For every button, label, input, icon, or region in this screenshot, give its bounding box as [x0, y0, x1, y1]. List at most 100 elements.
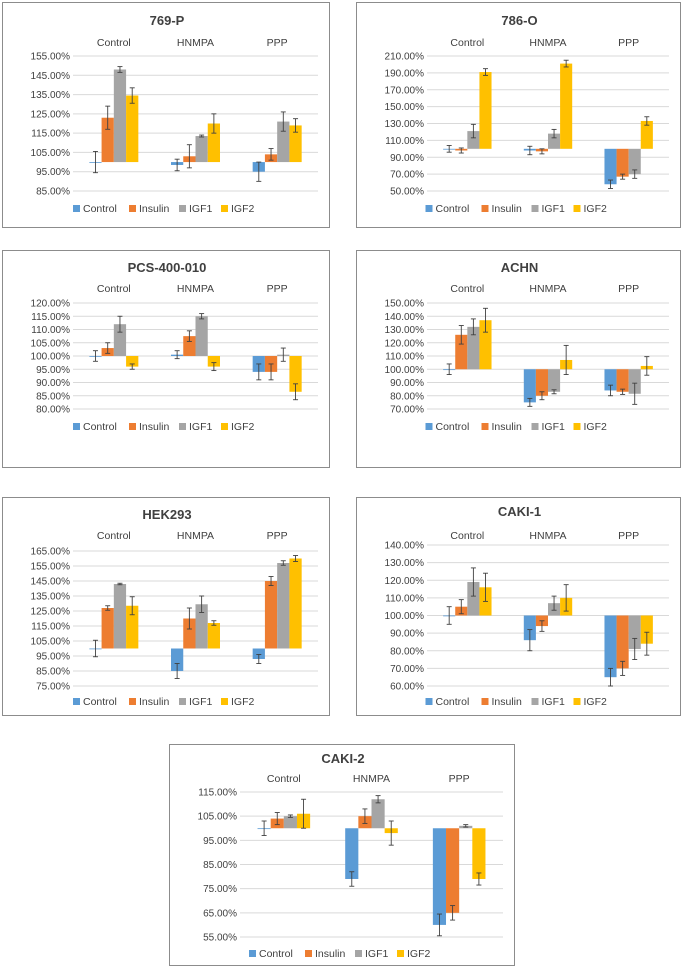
y-tick-label: 155.00%: [31, 52, 71, 63]
bar-igf1-ppp: [628, 148, 641, 175]
bar-insulin-hnmpa: [183, 336, 196, 356]
legend-item-igf1: IGF1: [531, 421, 565, 433]
y-tick-label: 110.00%: [31, 325, 70, 336]
group-label: HNMPA: [177, 37, 214, 49]
legend-item-igf1: IGF1: [179, 696, 212, 708]
group-label: Control: [97, 530, 131, 542]
error-bar: [211, 620, 217, 626]
legend-swatch-igf1: [179, 205, 186, 212]
y-tick-label: 105.00%: [31, 148, 71, 159]
y-tick-label: 95.00%: [36, 167, 70, 178]
bar-igf1-control: [283, 816, 297, 829]
group-label: Control: [450, 283, 484, 295]
legend-item-control: Control: [73, 203, 117, 215]
legend-label: Control: [83, 203, 117, 215]
error-bar: [563, 344, 569, 376]
legend-label: IGF1: [189, 421, 212, 433]
legend-label: IGF1: [542, 421, 565, 433]
legend-swatch-insulin: [129, 423, 136, 430]
y-tick-label: 100.00%: [385, 611, 425, 622]
y-tick-label: 120.00%: [385, 338, 425, 349]
legend-item-control: Control: [425, 696, 469, 708]
error-bar: [458, 147, 464, 154]
legend-label: Insulin: [492, 696, 523, 708]
group-label: Control: [97, 283, 131, 295]
error-bar: [482, 307, 488, 333]
error-bar: [293, 555, 299, 562]
error-bar: [551, 595, 557, 611]
bar-igf2-ppp: [640, 615, 653, 644]
y-tick-label: 170.00%: [385, 85, 425, 96]
legend-label: IGF2: [231, 203, 254, 215]
group-label: PPP: [267, 530, 288, 542]
y-tick-label: 95.00%: [203, 836, 237, 847]
bar-insulin-hnmpa: [183, 618, 196, 649]
bar-igf2-ppp: [640, 120, 653, 149]
error-bar: [186, 144, 192, 169]
legend-swatch-control: [425, 205, 433, 212]
error-bar: [293, 118, 299, 133]
legend-item-insulin: Insulin: [129, 203, 170, 215]
chart-title: 786-O: [501, 13, 537, 28]
bar-insulin-control: [455, 334, 468, 370]
error-bar: [92, 639, 98, 658]
error-bar: [199, 134, 205, 138]
error-bar: [632, 637, 638, 661]
y-tick-label: 90.00%: [390, 378, 424, 389]
legend: Control Insulin IGF1 IGF2: [425, 696, 607, 708]
group-label: PPP: [449, 773, 470, 785]
error-bar: [117, 315, 123, 333]
legend-label: IGF1: [542, 696, 565, 708]
group-label: PPP: [618, 283, 639, 295]
legend-swatch-control: [73, 698, 80, 705]
legend-label: IGF2: [231, 696, 254, 708]
error-bar: [458, 599, 464, 615]
bar-igf1-hnmpa: [548, 369, 561, 392]
error-bar: [470, 318, 476, 336]
error-bar: [301, 798, 307, 829]
bar-igf2-hnmpa: [207, 623, 220, 649]
y-tick-label: 125.00%: [31, 109, 71, 120]
y-tick-label: 85.00%: [36, 391, 70, 402]
legend-label: IGF1: [189, 696, 212, 708]
error-bar: [375, 795, 381, 804]
bar-igf1-ppp: [277, 563, 290, 649]
y-tick-label: 150.00%: [385, 102, 425, 113]
error-bar: [644, 631, 650, 656]
group-label: HNMPA: [177, 283, 214, 295]
y-tick-label: 95.00%: [36, 652, 70, 663]
y-tick-label: 115.00%: [198, 788, 237, 799]
y-tick-label: 105.00%: [31, 338, 71, 349]
y-tick-label: 140.00%: [385, 541, 425, 552]
legend-swatch-igf1: [179, 698, 186, 705]
y-tick-label: 105.00%: [31, 637, 71, 648]
legend-swatch-insulin: [481, 698, 489, 705]
legend-swatch-insulin: [129, 205, 136, 212]
error-bar: [539, 391, 545, 401]
error-bar: [539, 620, 545, 632]
legend-swatch-insulin: [481, 205, 489, 212]
y-tick-label: 85.00%: [36, 667, 70, 678]
legend-swatch-igf1: [355, 950, 362, 957]
error-bar: [644, 356, 650, 376]
legend: Control Insulin IGF1 IGF2: [249, 948, 430, 960]
chart-svg-achn: ACHN 70.00% 80.00% 90.00% 100.00% 110.00% 120.…: [385, 260, 669, 433]
chart-svg-caki-2: CAKI-2 55.00% 65.00% 75.00% 85.00% 95.00% 105.…: [198, 751, 503, 960]
legend-label: Insulin: [492, 203, 523, 215]
legend-item-igf2: IGF2: [221, 421, 254, 433]
bar-igf2-ppp: [289, 356, 302, 392]
bar-igf1-control: [467, 131, 480, 149]
bar-igf1-ppp: [628, 369, 641, 394]
y-tick-label: 135.00%: [31, 90, 71, 101]
error-bar: [129, 596, 135, 616]
legend-swatch-igf2: [573, 698, 581, 705]
error-bar: [620, 660, 626, 676]
group-label: Control: [450, 37, 484, 49]
legend-label: IGF2: [584, 203, 607, 215]
legend-swatch-insulin: [481, 423, 489, 430]
legend: Control Insulin IGF1 IGF2: [73, 696, 254, 708]
y-tick-label: 190.00%: [385, 68, 425, 79]
legend-item-insulin: Insulin: [129, 421, 170, 433]
group-label: Control: [97, 37, 131, 49]
bar-igf2-control: [126, 605, 139, 649]
